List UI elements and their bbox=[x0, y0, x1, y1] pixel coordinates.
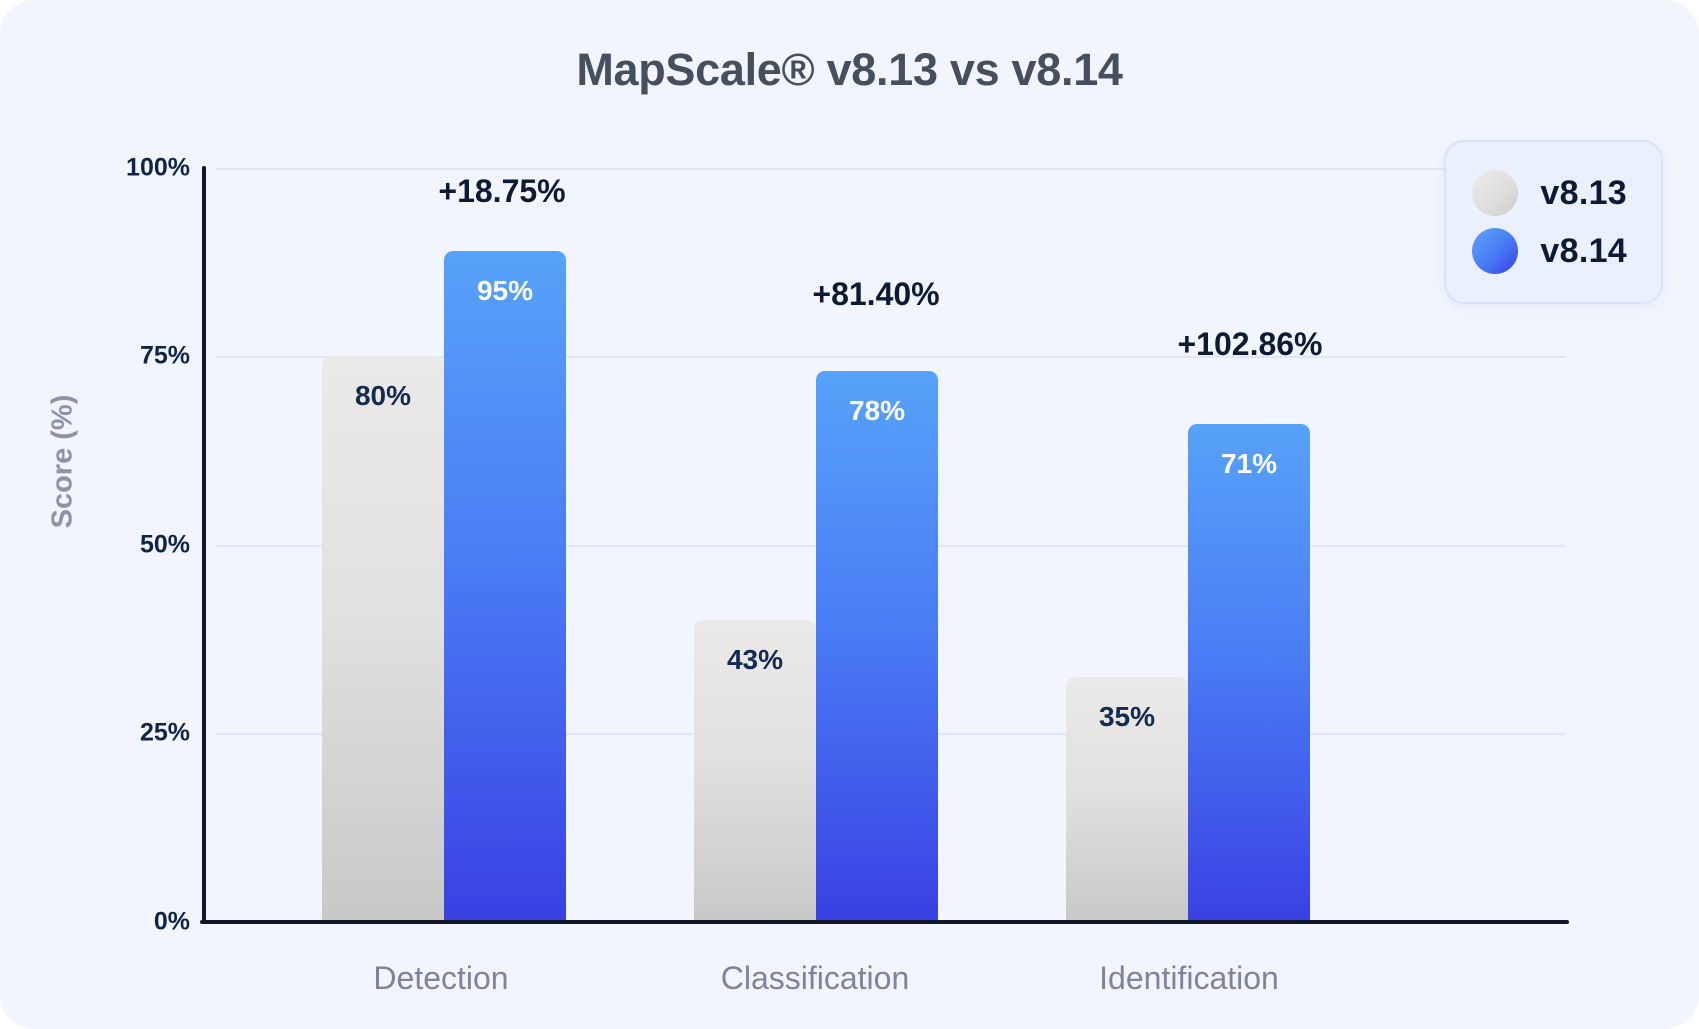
bar-value-label: 78% bbox=[848, 395, 906, 426]
y-tick-75: 75% bbox=[139, 341, 190, 370]
legend-item-v8-14[interactable]: v8.14 bbox=[1472, 222, 1627, 280]
y-tick-50: 50% bbox=[139, 530, 190, 559]
bar-value-label: 43% bbox=[726, 644, 784, 675]
x-category-classification: Classification bbox=[720, 960, 910, 996]
bar-identification-v8-14[interactable]: 71% bbox=[1188, 424, 1310, 922]
bar-value-label: 80% bbox=[354, 380, 412, 411]
x-category-identification: Identification bbox=[1099, 960, 1279, 996]
bar-value-label: 71% bbox=[1220, 448, 1278, 479]
x-axis-line bbox=[200, 920, 1569, 924]
bar-identification-v8-13[interactable]: 35% bbox=[1066, 677, 1188, 922]
page-title: MapScale® v8.13 vs v8.14 bbox=[576, 44, 1123, 95]
legend-swatch-circle-icon bbox=[1472, 170, 1519, 216]
y-axis-title: Score (%) bbox=[46, 394, 79, 529]
legend-item-v8-13[interactable]: v8.13 bbox=[1472, 164, 1627, 222]
bar-value-label: 95% bbox=[476, 275, 534, 306]
delta-label-classification: +81.40% bbox=[812, 276, 940, 312]
bar-classification-v8-13[interactable]: 43% bbox=[694, 620, 816, 922]
plot-area: 80% 95% 43% 78% 35% 71% bbox=[216, 168, 1566, 922]
y-tick-100: 100% bbox=[126, 153, 190, 182]
bar-classification-v8-14[interactable]: 78% bbox=[816, 371, 938, 922]
gridline-100 bbox=[216, 168, 1566, 170]
y-tick-0: 0% bbox=[153, 907, 190, 936]
legend-item-label: v8.13 bbox=[1540, 173, 1627, 212]
legend-item-label: v8.14 bbox=[1540, 231, 1627, 270]
delta-label-detection: +18.75% bbox=[438, 173, 566, 209]
bar-value-label: 35% bbox=[1098, 701, 1156, 732]
delta-label-identification: +102.86% bbox=[1177, 326, 1323, 362]
legend: v8.13 v8.14 bbox=[1444, 140, 1663, 304]
bar-detection-v8-14[interactable]: 95% bbox=[444, 251, 566, 922]
x-category-detection: Detection bbox=[373, 960, 509, 996]
legend-swatch-circle-icon bbox=[1472, 228, 1519, 274]
bar-detection-v8-13[interactable]: 80% bbox=[322, 356, 444, 922]
y-tick-25: 25% bbox=[139, 718, 190, 747]
y-axis-line bbox=[202, 166, 206, 924]
gridline-75 bbox=[216, 356, 1566, 358]
